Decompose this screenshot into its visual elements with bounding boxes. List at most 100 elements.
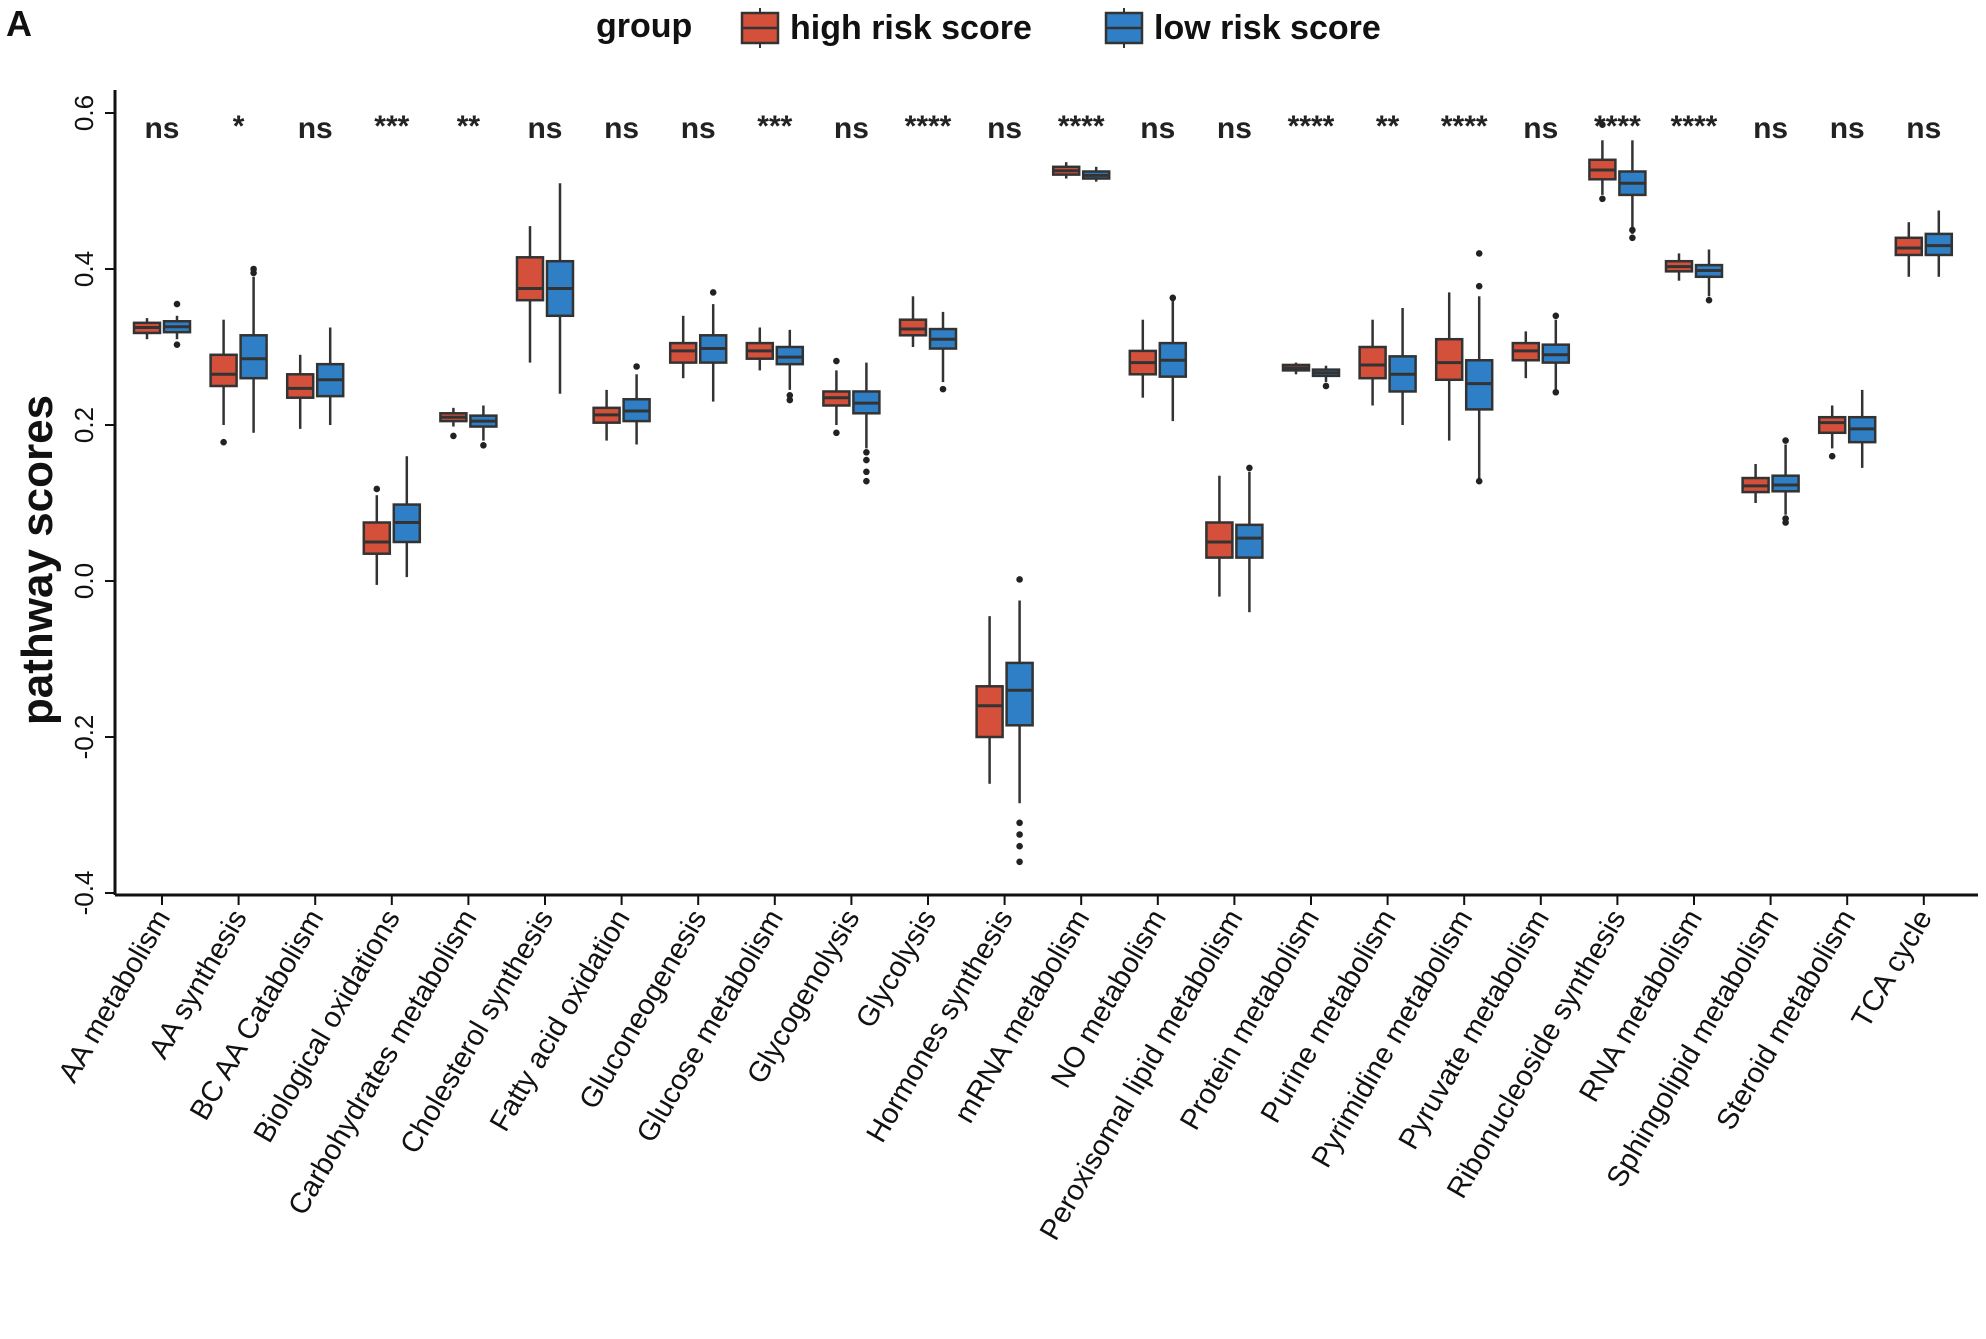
box-high-risk <box>1511 331 1541 379</box>
box-outlier <box>863 468 870 476</box>
box-outlier <box>1475 250 1483 257</box>
box-body <box>362 521 392 555</box>
box-high-risk <box>745 327 775 371</box>
box-outlier <box>1629 234 1636 242</box>
box-low-risk <box>239 265 268 433</box>
box-body <box>209 353 238 388</box>
legend-label-low-risk: low risk score <box>1154 9 1381 47</box>
box-outlier <box>1475 282 1483 290</box>
box-low-risk <box>1847 389 1877 468</box>
x-tick-label: Hormones synthesis <box>861 905 1020 1149</box>
box-high-risk <box>132 318 162 340</box>
box-low-risk <box>1388 308 1417 425</box>
box-outlier <box>786 392 794 399</box>
box-body <box>515 256 545 302</box>
box-low-risk <box>469 405 498 449</box>
box-high-risk <box>1664 253 1694 281</box>
significance-label: **** <box>1288 110 1335 143</box>
box-outlier <box>1599 121 1606 128</box>
box-low-risk <box>315 327 345 425</box>
box-high-risk <box>1588 121 1617 203</box>
box-high-risk <box>668 315 698 379</box>
box-body <box>1205 521 1234 559</box>
box-body <box>775 345 805 366</box>
box-outlier <box>1322 382 1330 390</box>
box-high-risk <box>898 296 928 347</box>
box-body <box>1817 415 1847 435</box>
box-high-risk <box>439 407 468 440</box>
significance-label: ns <box>1830 112 1865 145</box>
box-outlier <box>1016 831 1023 838</box>
x-tick-label: AA metabolism <box>53 905 177 1089</box>
box-high-risk <box>1051 162 1081 179</box>
significance-label: * <box>233 110 245 143</box>
box-low-risk <box>852 362 881 485</box>
box-high-risk <box>1434 292 1464 441</box>
box-high-risk <box>515 226 545 363</box>
box-high-risk <box>592 389 621 441</box>
box-low-risk <box>1541 312 1571 396</box>
box-high-risk <box>209 319 238 446</box>
significance-label: *** <box>374 110 409 143</box>
box-high-risk <box>822 357 851 437</box>
significance-label: ns <box>527 112 562 145</box>
x-tick-label: Biological oxidations <box>248 905 407 1149</box>
significance-label: *** <box>757 110 792 143</box>
significance-label: ns <box>298 112 333 145</box>
box-low-risk <box>1158 294 1188 422</box>
x-tick-label: Steroid metabolism <box>1710 905 1862 1136</box>
box-outlier <box>1705 296 1713 304</box>
significance-label: ns <box>1906 112 1941 145</box>
box-low-risk <box>1311 365 1341 390</box>
box-outlier <box>863 449 870 456</box>
box-low-risk <box>928 311 958 393</box>
y-tick-label: 0.4 <box>69 251 99 287</box>
box-low-risk <box>775 329 805 404</box>
significance-label: ns <box>1753 112 1788 145</box>
box-high-risk <box>1358 319 1387 406</box>
x-tick-label: Glucose metabolism <box>631 905 790 1149</box>
x-tick-label: mRNA metabolism <box>948 905 1096 1129</box>
box-outlier <box>173 341 181 348</box>
x-tick-label: Fatty acid oxidation <box>484 905 637 1137</box>
box-outlier <box>1475 477 1483 485</box>
box-body <box>1005 661 1034 727</box>
box-low-risk <box>1464 250 1494 485</box>
legend-key-low <box>1104 8 1144 48</box>
box-body <box>1894 236 1924 257</box>
x-tick-label: Purine metabolism <box>1255 905 1403 1129</box>
box-body <box>898 318 928 337</box>
box-body <box>1771 474 1800 493</box>
box-body <box>239 334 268 380</box>
box-body <box>975 685 1004 739</box>
box-low-risk <box>1771 437 1800 526</box>
box-low-risk <box>1081 166 1111 182</box>
box-outlier <box>1782 437 1789 444</box>
box-high-risk <box>975 616 1004 784</box>
box-body <box>1434 337 1464 382</box>
significance-label: **** <box>1671 110 1718 143</box>
significance-label: ns <box>604 112 639 145</box>
box-outlier <box>220 438 227 446</box>
significance-label: **** <box>905 110 952 143</box>
plot-area: ns * ns *** ** ns ns ns *** ns **** ns **** ns ns **** *… <box>132 110 1954 866</box>
y-axis: -0.4 -0.2 0.0 0.2 0.4 0.6 <box>69 90 117 915</box>
box-outlier <box>1016 576 1023 583</box>
box-outlier <box>1828 452 1836 460</box>
legend: group high risk score low risk score <box>596 7 1381 48</box>
significance-label: ns <box>1140 112 1175 145</box>
box-high-risk <box>1894 222 1924 277</box>
box-outlier <box>1246 464 1253 472</box>
x-tick-label: Protein metabolism <box>1174 905 1326 1136</box>
box-low-risk <box>1924 210 1954 277</box>
box-body <box>1358 345 1387 380</box>
box-outlier <box>863 456 870 464</box>
significance-label: ** <box>1376 110 1400 143</box>
legend-label-high-risk: high risk score <box>790 9 1032 47</box>
box-outlier <box>833 357 840 365</box>
box-high-risk <box>1741 464 1770 503</box>
box-low-risk <box>162 300 192 348</box>
significance-label: ns <box>144 112 179 145</box>
box-outlier <box>709 289 717 296</box>
